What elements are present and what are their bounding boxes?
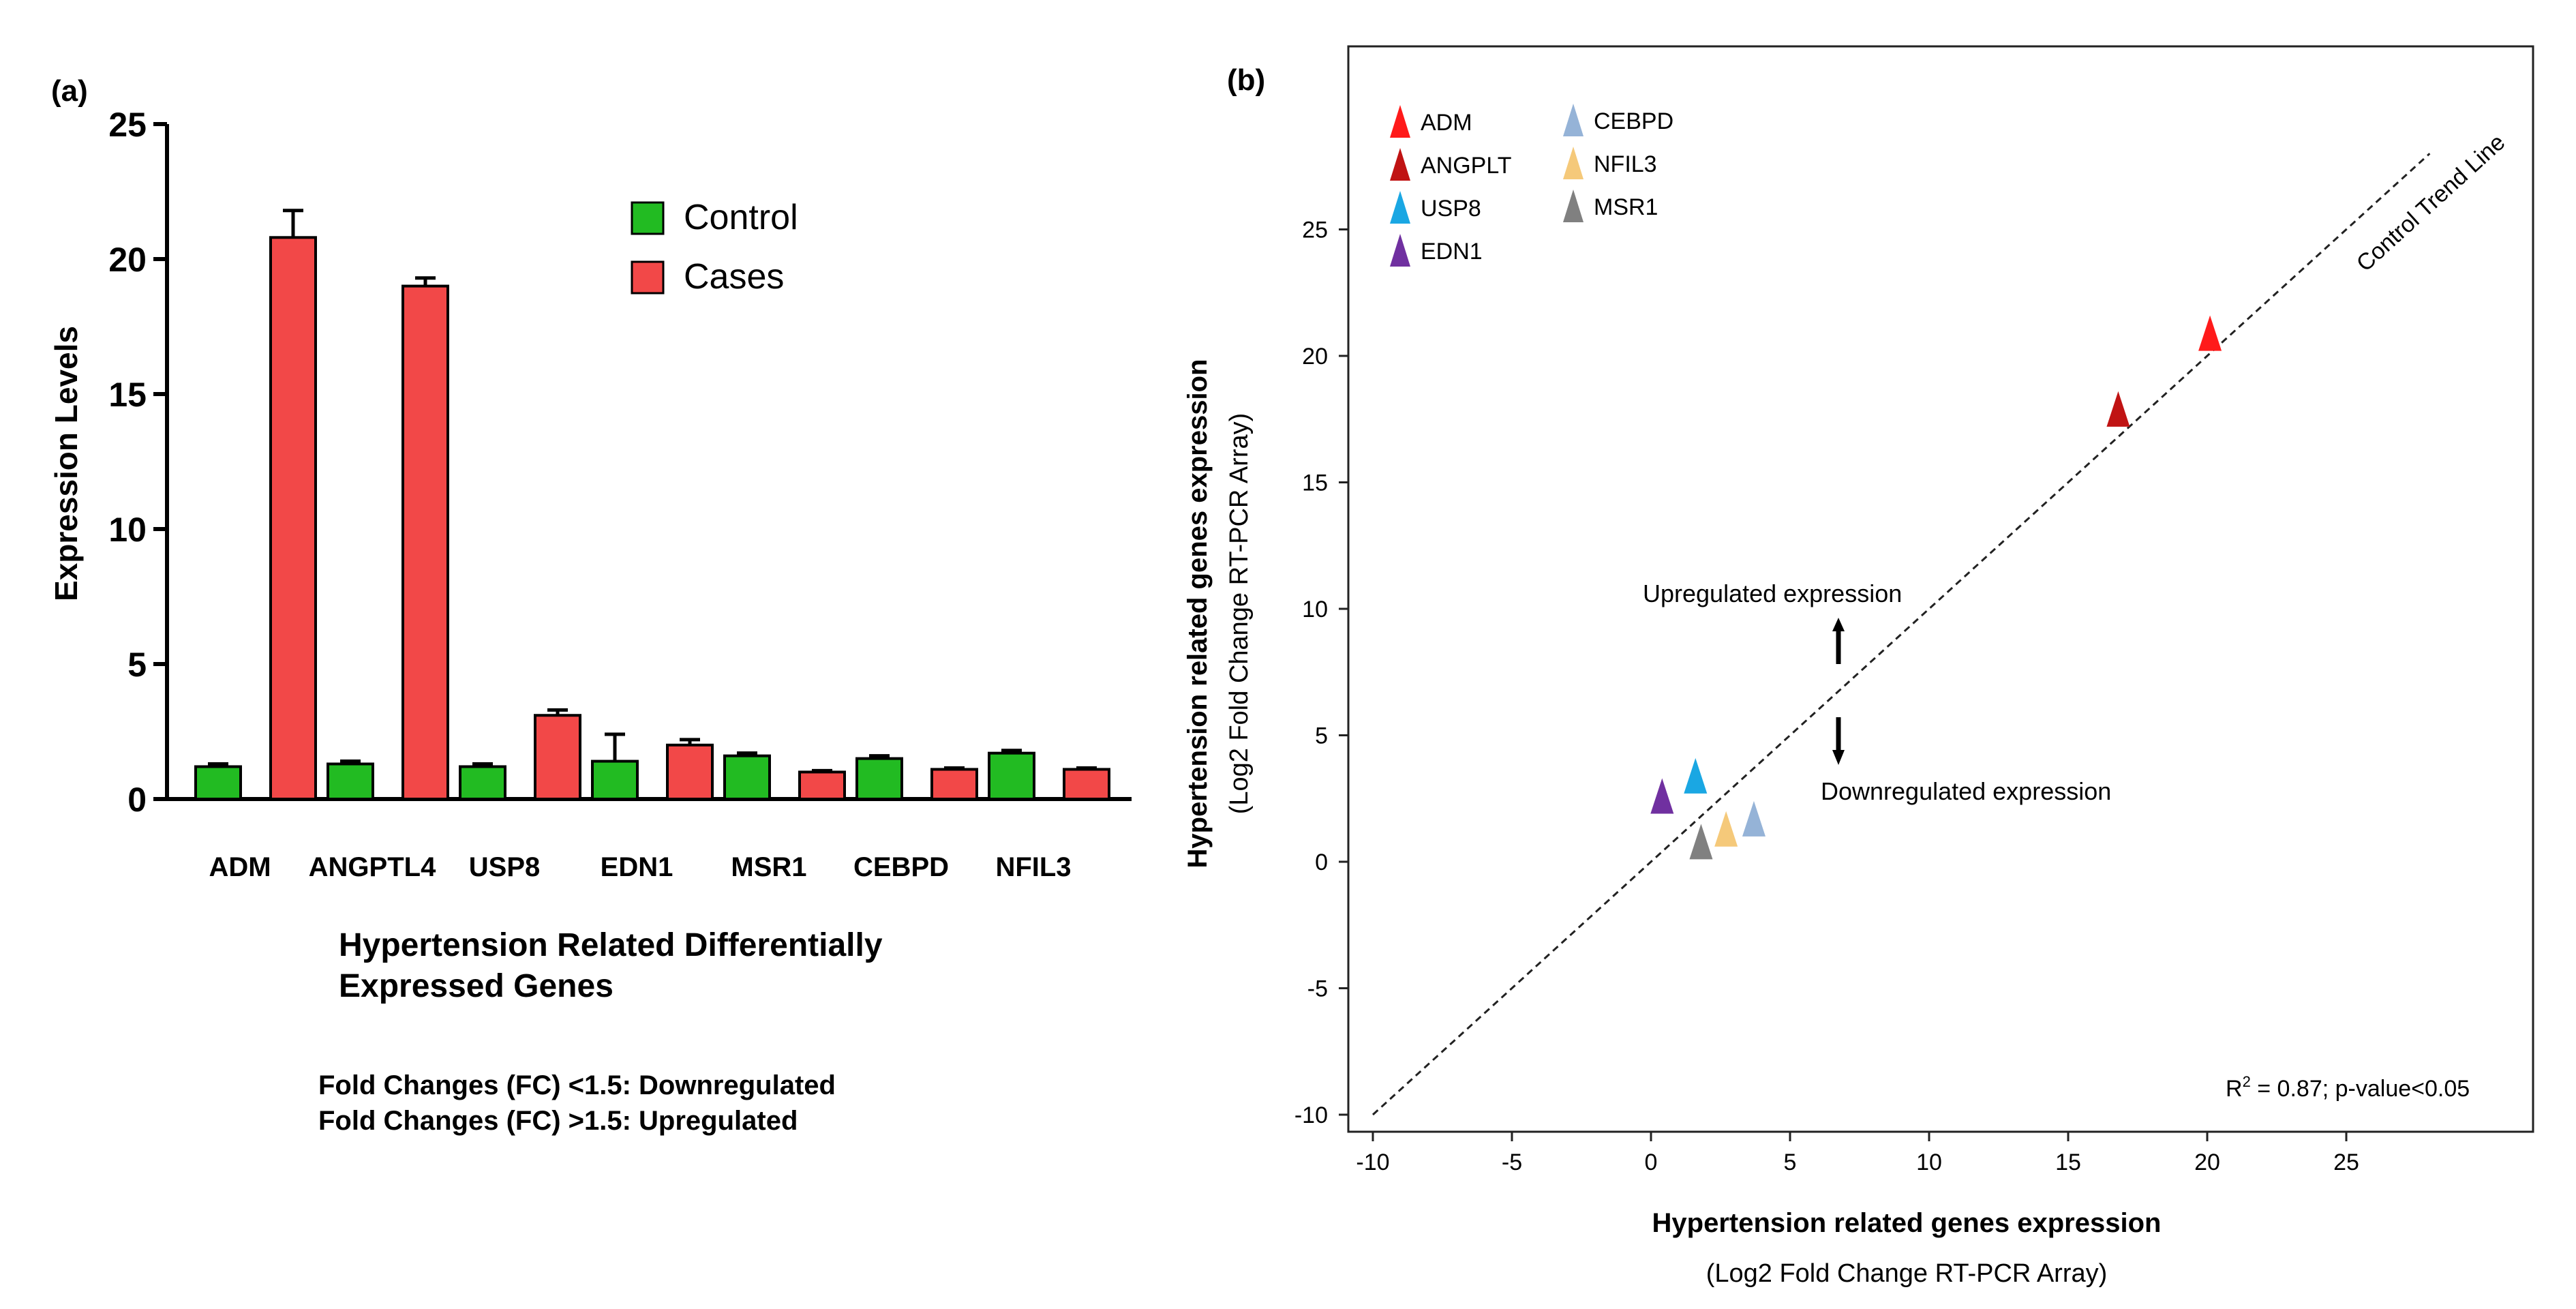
legend-label-cebpd: CEBPD	[1594, 108, 1673, 134]
legend-label-cases: Cases	[684, 257, 784, 297]
panel-b-x-tick-label: 20	[2194, 1149, 2220, 1175]
panel-a-y-tick-label: 15	[108, 376, 147, 414]
legend-swatch-cases	[631, 260, 665, 295]
legend-label-usp8: USP8	[1421, 196, 1481, 222]
panel-a-y-tick-label: 5	[127, 646, 147, 684]
panel-a-note-2: Fold Changes (FC) >1.5: Upregulated	[318, 1106, 798, 1136]
panel-a-label: (a)	[51, 74, 88, 108]
bar-cases-angptl4	[401, 284, 449, 801]
legend-swatch-control	[631, 201, 665, 235]
legend-marker-adm	[1390, 105, 1410, 138]
panel-a-y-tick-label: 10	[108, 511, 147, 549]
point-msr1	[1689, 824, 1713, 860]
r-squared-annotation: R2 = 0.87; p-value<0.05	[2226, 1073, 2470, 1102]
legend-label-edn1: EDN1	[1421, 239, 1483, 265]
panel-b-y-label-line1: Hypertension related genes expression	[1183, 359, 1213, 869]
legend-label-angplt: ANGPLT	[1421, 153, 1512, 179]
legend-label-control: Control	[684, 198, 798, 237]
bar-cases-msr1	[798, 770, 846, 801]
panel-a-y-tick-label: 20	[108, 241, 147, 279]
legend-label-msr1: MSR1	[1594, 194, 1658, 220]
panel-a-x-label-line1: Hypertension Related Differentially	[339, 927, 883, 963]
panel-a-y-label: Expression Levels	[48, 326, 84, 601]
category-label-edn1: EDN1	[601, 852, 673, 882]
point-cebpd	[1742, 800, 1766, 837]
panel-b-x-tick-label: 5	[1784, 1149, 1797, 1175]
legend-label-nfil3: NFIL3	[1594, 151, 1657, 177]
point-edn1	[1650, 778, 1674, 814]
panel-a-note-1: Fold Changes (FC) <1.5: Downregulated	[318, 1070, 836, 1100]
bar-cases-adm	[269, 236, 317, 800]
panel-b-y-tick-label: 10	[1302, 597, 1328, 622]
panel-a: (a) 0 5 10 15 20 25 ADM ANGPTL4 USP8 EDN1 MSR1 CEB…	[48, 74, 1132, 1136]
legend-marker-angplt	[1390, 148, 1410, 181]
legend-label-adm: ADM	[1421, 110, 1472, 136]
legend-marker-cebpd	[1563, 104, 1584, 136]
bar-cases-edn1	[666, 743, 714, 801]
category-label-cebpd: CEBPD	[853, 852, 949, 882]
bar-control-usp8	[459, 765, 506, 800]
bar-control-cebpd	[855, 757, 903, 800]
panel-b-y-tick-label: 20	[1302, 344, 1328, 370]
panel-b-y-tick-label: 5	[1315, 723, 1328, 749]
legend-marker-nfil3	[1563, 147, 1584, 179]
panel-b-y-tick-label: 25	[1302, 217, 1328, 243]
legend-marker-msr1	[1563, 190, 1584, 222]
downregulated-label: Downregulated expression	[1821, 777, 2111, 805]
panel-b-x-tick-label: 10	[1916, 1149, 1942, 1175]
category-label-usp8: USP8	[469, 852, 541, 882]
control-trend-line-label: Control Trend Line	[2352, 130, 2511, 277]
panel-b-x-label-line1: Hypertension related genes expression	[1652, 1208, 2162, 1238]
category-label-msr1: MSR1	[731, 852, 806, 882]
point-adm	[2198, 315, 2222, 351]
control-trend-line	[1372, 153, 2431, 1116]
panel-b-x-tick-label: 0	[1645, 1149, 1658, 1175]
bar-control-angptl4	[327, 762, 374, 801]
category-label-adm: ADM	[209, 852, 271, 882]
panel-b-x-tick-label: 25	[2333, 1149, 2359, 1175]
up-arrow-icon	[1832, 618, 1845, 664]
panel-a-x-label-line2: Expressed Genes	[339, 968, 613, 1004]
point-angplt	[2106, 391, 2130, 427]
panel-b-label: (b)	[1227, 63, 1265, 97]
panel-b-x-tick-label: -5	[1502, 1149, 1522, 1175]
category-label-angptl4: ANGPTL4	[309, 852, 436, 882]
bar-cases-usp8	[534, 714, 581, 800]
legend-marker-usp8	[1390, 191, 1410, 224]
point-nfil3	[1714, 811, 1738, 847]
panel-b-x-tick-label: 15	[2055, 1149, 2081, 1175]
bar-control-nfil3	[988, 751, 1035, 801]
bar-cases-cebpd	[930, 768, 978, 800]
panel-b-x-label-line2: (Log2 Fold Change RT-PCR Array)	[1706, 1259, 2108, 1288]
bar-control-edn1	[591, 759, 639, 801]
upregulated-label: Upregulated expression	[1643, 580, 1902, 607]
bar-control-msr1	[723, 754, 771, 801]
panel-b-y-tick-label: -5	[1307, 976, 1328, 1002]
panel-b-plot-frame	[1347, 45, 2534, 1133]
panel-b-y-tick-label: 0	[1315, 849, 1328, 875]
panel-b-y-tick-label: 15	[1302, 470, 1328, 496]
category-label-nfil3: NFIL3	[995, 852, 1071, 882]
point-usp8	[1684, 757, 1708, 794]
down-arrow-icon	[1832, 717, 1845, 765]
bar-control-adm	[194, 765, 242, 800]
panel-b-x-tick-label: -10	[1356, 1149, 1389, 1175]
panel-b: (b) Control Trend Line -10 -5 0 5 10 15 20 25 -…	[1183, 45, 2534, 1288]
panel-b-y-tick-label: -10	[1294, 1102, 1328, 1128]
panel-a-y-tick-label: 25	[108, 106, 147, 144]
bar-cases-nfil3	[1063, 768, 1110, 800]
panel-a-y-tick-label: 0	[127, 781, 147, 819]
legend-marker-edn1	[1390, 234, 1410, 267]
panel-b-y-label-line2: (Log2 Fold Change RT-PCR Array)	[1225, 413, 1254, 815]
